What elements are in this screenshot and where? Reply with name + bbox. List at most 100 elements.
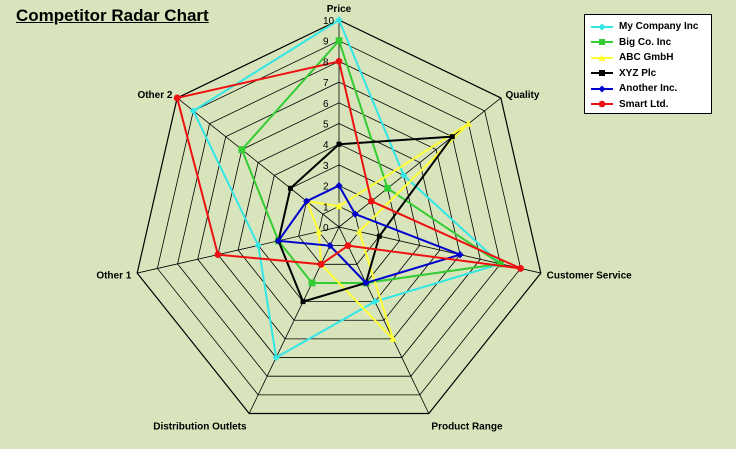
data-point xyxy=(189,107,197,115)
data-point xyxy=(335,58,343,65)
category-label: Other 1 xyxy=(96,270,131,281)
data-point xyxy=(300,299,306,305)
tick-label: 0 xyxy=(323,223,329,234)
data-point xyxy=(335,16,343,24)
tick-label: 1 xyxy=(323,202,329,213)
data-point xyxy=(344,242,352,250)
data-point xyxy=(362,279,370,287)
data-point xyxy=(400,171,408,179)
category-label: Other 2 xyxy=(137,90,172,101)
legend-label: XYZ Plc xyxy=(619,67,657,79)
series-line xyxy=(276,184,464,285)
data-point xyxy=(449,134,455,140)
tick-label: 7 xyxy=(323,78,329,89)
grid-ring xyxy=(197,81,481,358)
axis-spoke xyxy=(338,226,430,414)
grid-ring xyxy=(298,185,380,265)
series-4 xyxy=(274,182,464,287)
data-point xyxy=(214,251,222,259)
data-point xyxy=(308,279,316,287)
grid-ring xyxy=(257,143,421,303)
data-point xyxy=(389,334,397,342)
series-5 xyxy=(173,58,525,272)
axis-spoke xyxy=(137,226,340,274)
axis-spoke xyxy=(176,97,340,228)
tick-label: 5 xyxy=(323,120,329,131)
chart-legend: My Company Inc Big Co. Inc ABC GmbH XYZ Plc… xyxy=(584,14,712,114)
legend-marker xyxy=(598,100,606,108)
category-label: Product Range xyxy=(431,422,503,433)
legend-item: Another Inc. xyxy=(591,81,705,97)
tick-label: 9 xyxy=(323,37,329,48)
legend-label: Big Co. Inc xyxy=(619,36,672,48)
legend-item: ABC GmbH xyxy=(591,50,705,66)
data-point xyxy=(315,227,323,235)
grid-ring xyxy=(217,102,461,340)
legend-marker xyxy=(599,39,605,46)
data-point xyxy=(272,353,280,362)
data-point xyxy=(335,182,343,190)
legend-swatch xyxy=(591,54,613,61)
chart-title: Competitor Radar Chart xyxy=(16,6,209,25)
grid-ring xyxy=(177,60,501,377)
radar-spokes xyxy=(137,20,541,414)
data-point xyxy=(335,202,343,210)
data-point xyxy=(326,242,334,250)
legend-label: Another Inc. xyxy=(619,83,678,95)
legend-item: My Company Inc xyxy=(591,19,705,35)
tick-label: 8 xyxy=(323,57,329,68)
legend-swatch xyxy=(591,39,613,46)
data-point xyxy=(287,185,293,191)
legend-label: My Company Inc xyxy=(619,21,699,33)
legend-marker xyxy=(598,85,606,93)
series-line xyxy=(175,60,522,270)
data-point xyxy=(254,241,262,250)
series-line xyxy=(277,135,455,303)
data-point xyxy=(355,227,363,235)
data-point xyxy=(464,119,472,127)
data-point xyxy=(238,146,246,153)
grid-ring xyxy=(136,19,542,415)
tick-label: 2 xyxy=(323,182,329,193)
legend-label: ABC GmbH xyxy=(619,52,674,64)
data-point xyxy=(173,94,181,102)
category-label: Distribution Outlets xyxy=(153,422,247,433)
legend-marker xyxy=(599,70,605,77)
data-point xyxy=(456,251,464,259)
tick-label: 10 xyxy=(323,16,335,27)
data-point xyxy=(367,197,375,205)
data-point xyxy=(351,210,359,218)
legend-item: XYZ Plc xyxy=(591,66,705,82)
data-point xyxy=(335,37,343,45)
category-label: Customer Service xyxy=(547,270,632,281)
data-point xyxy=(371,298,379,306)
tick-label: 4 xyxy=(323,140,329,151)
tick-label: 6 xyxy=(323,99,329,110)
data-point xyxy=(317,260,325,268)
data-point xyxy=(303,197,311,205)
legend-swatch xyxy=(591,23,613,31)
legend-marker xyxy=(598,54,606,61)
data-point xyxy=(497,260,504,268)
legend-swatch xyxy=(591,85,613,93)
data-point xyxy=(517,265,525,272)
category-label: Price xyxy=(327,4,352,15)
data-point xyxy=(274,237,283,245)
radar-tick-labels: 0 1 2 3 4 5 6 7 8 9 10 xyxy=(323,16,335,234)
legend-label: Smart Ltd. xyxy=(619,98,669,110)
radar-series xyxy=(173,16,525,362)
tick-label: 3 xyxy=(323,161,329,172)
axis-spoke xyxy=(338,226,541,274)
series-0 xyxy=(189,16,505,362)
legend-item: Big Co. Inc xyxy=(591,35,705,51)
legend-item: Smart Ltd. xyxy=(591,97,705,113)
category-label: Quality xyxy=(506,90,540,101)
legend-swatch xyxy=(591,100,613,108)
legend-marker xyxy=(598,23,606,31)
series-line xyxy=(192,18,503,360)
radar-axis-labels: Price Quality Customer Service Product Rang… xyxy=(96,4,632,433)
axis-spoke xyxy=(248,226,340,414)
legend-swatch xyxy=(591,70,613,77)
